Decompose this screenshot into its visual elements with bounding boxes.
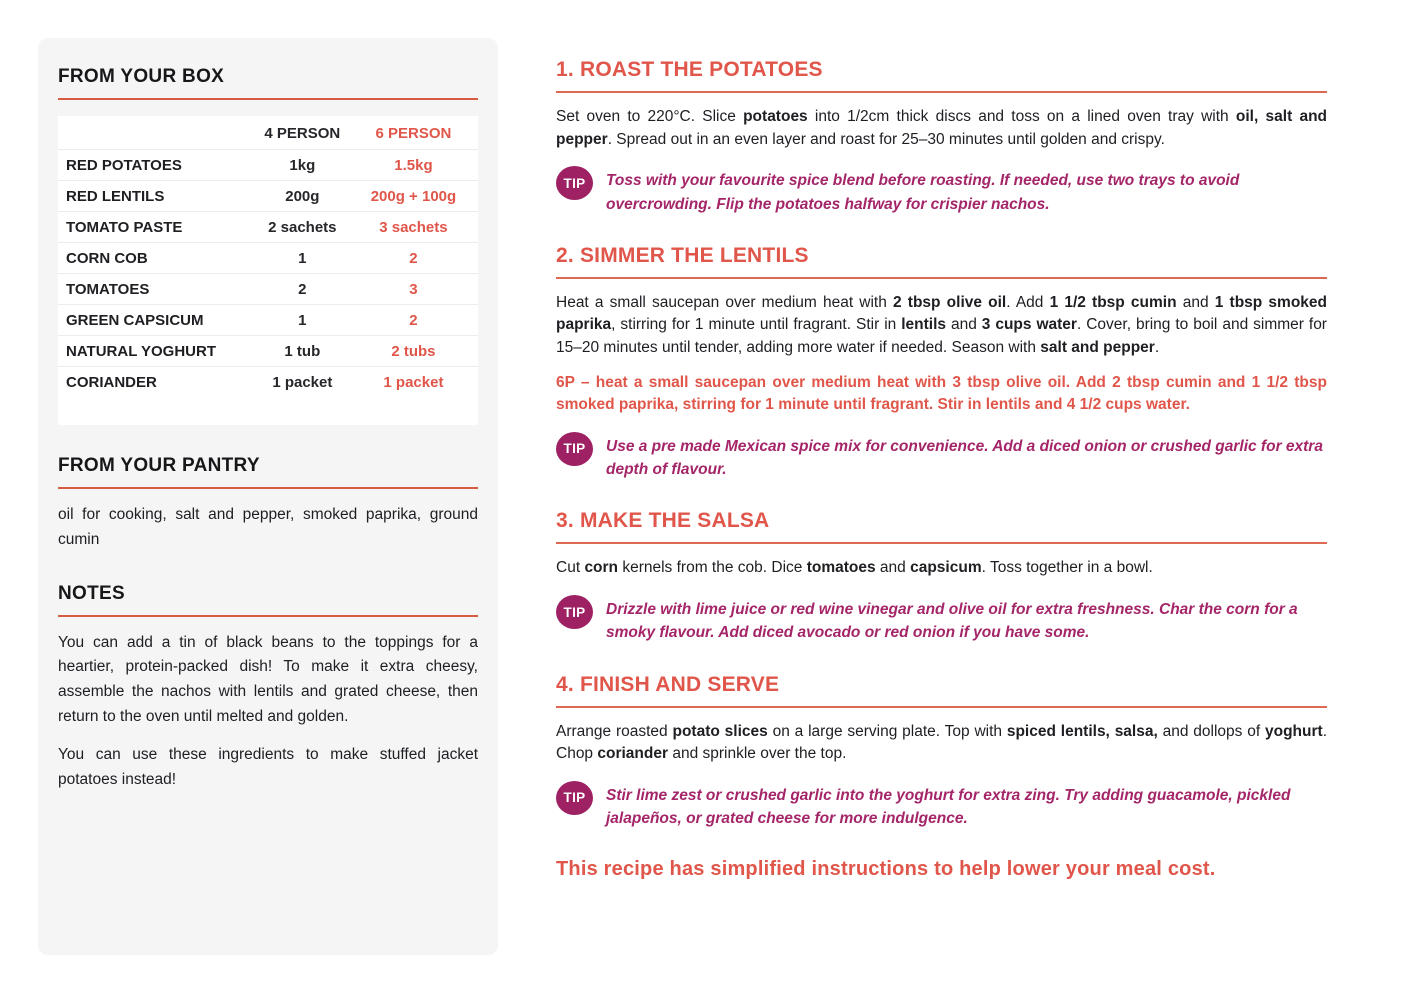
tip-badge: TIP bbox=[556, 595, 593, 629]
step-4-body: Arrange roasted potato slices on a large… bbox=[556, 722, 1327, 763]
table-row: CORN COB 1 2 bbox=[58, 242, 478, 273]
qty-6-person: 2 bbox=[409, 249, 418, 267]
qty-4-person: 1 bbox=[298, 311, 307, 329]
ingredient-name: CORIANDER bbox=[66, 373, 157, 391]
tip-text: Drizzle with lime juice or red wine vine… bbox=[606, 601, 1298, 642]
tip-badge: TIP bbox=[556, 431, 593, 466]
column-header-4-person: 4 PERSON bbox=[264, 125, 341, 142]
step-1-body: Set oven to 220°C. Slice potatoes into 1… bbox=[556, 108, 1328, 148]
ingredient-name: RED POTATOES bbox=[66, 156, 182, 174]
qty-6-person: 1 packet bbox=[383, 373, 444, 391]
step-3-tip: TIP Drizzle with lime juice or red wine … bbox=[556, 595, 1327, 645]
qty-4-person: 2 bbox=[298, 280, 307, 298]
table-row: TOMATOES 2 3 bbox=[58, 273, 478, 304]
step-4-section: 4. FINISH AND SERVE Arrange roasted pota… bbox=[556, 673, 1327, 831]
divider bbox=[556, 276, 1327, 279]
step-1-title: 1. ROAST THE POTATOES bbox=[556, 58, 823, 81]
divider bbox=[58, 614, 478, 617]
table-row: TOMATO PASTE 2 sachets 3 sachets bbox=[58, 211, 478, 242]
step-3-title: 3. MAKE THE SALSA bbox=[556, 509, 770, 533]
tip-text: Stir lime zest or crushed garlic into th… bbox=[606, 786, 1291, 827]
qty-6-person: 2 tubs bbox=[391, 342, 436, 360]
divider bbox=[556, 542, 1327, 545]
ingredient-name: RED LENTILS bbox=[66, 187, 165, 205]
qty-6-person: 1.5kg bbox=[394, 156, 433, 174]
table-row: RED POTATOES 1kg 1.5kg bbox=[58, 149, 478, 180]
step-1-section: 1. ROAST THE POTATOES Set oven to 220°C.… bbox=[556, 58, 1327, 216]
step-2-tip: TIP Use a pre made Mexican spice mix for… bbox=[556, 431, 1327, 482]
step-4-tip: TIP Stir lime zest or crushed garlic int… bbox=[556, 780, 1327, 831]
step-2-section: 2. SIMMER THE LENTILS Heat a small sauce… bbox=[556, 244, 1327, 482]
notes-paragraph: You can use these ingredients to make st… bbox=[58, 745, 478, 788]
pantry-text: oil for cooking, salt and pepper, smoked… bbox=[58, 506, 478, 548]
notes-section: NOTES You can add a tin of black beans t… bbox=[58, 583, 478, 793]
tip-text: Toss with your favourite spice blend bef… bbox=[606, 172, 1240, 213]
ingredients-table: 4 PERSON 6 PERSON RED POTATOES 1kg 1.5kg… bbox=[58, 116, 478, 425]
pantry-section-title: FROM YOUR PANTRY bbox=[58, 455, 260, 476]
tip-text: Use a pre made Mexican spice mix for con… bbox=[606, 437, 1323, 479]
notes-section-title: NOTES bbox=[58, 582, 125, 604]
table-row: NATURAL YOGHURT 1 tub 2 tubs bbox=[58, 335, 478, 366]
step-2-six-person-variant: 6P – heat a small saucepan over medium h… bbox=[556, 373, 1327, 414]
tip-badge: TIP bbox=[556, 166, 593, 201]
step-2-title: 2. SIMMER THE LENTILS bbox=[556, 243, 809, 267]
notes-paragraph: You can add a tin of black beans to the … bbox=[58, 633, 478, 725]
simplified-recipe-note: This recipe has simplified instructions … bbox=[556, 858, 1216, 881]
qty-4-person: 1 tub bbox=[284, 342, 321, 360]
qty-4-person: 1 packet bbox=[272, 373, 333, 391]
qty-6-person: 3 sachets bbox=[379, 218, 448, 236]
divider bbox=[556, 705, 1327, 708]
step-3-body: Cut corn kernels from the cob. Dice toma… bbox=[556, 559, 1153, 577]
qty-4-person: 1 bbox=[298, 249, 307, 267]
qty-6-person: 3 bbox=[409, 280, 418, 298]
qty-6-person: 200g + 100g bbox=[370, 187, 457, 205]
table-row: RED LENTILS 200g 200g + 100g bbox=[58, 180, 478, 211]
ingredient-name: NATURAL YOGHURT bbox=[66, 342, 216, 360]
tip-badge: TIP bbox=[556, 780, 593, 815]
qty-4-person: 200g bbox=[285, 187, 320, 205]
ingredient-name: TOMATOES bbox=[66, 280, 150, 298]
table-row: CORIANDER 1 packet 1 packet bbox=[58, 366, 478, 397]
ingredient-name: TOMATO PASTE bbox=[66, 218, 183, 236]
step-2-body: Heat a small saucepan over medium heat w… bbox=[556, 293, 1327, 356]
step-4-title: 4. FINISH AND SERVE bbox=[556, 672, 780, 696]
table-row: GREEN CAPSICUM 1 2 bbox=[58, 304, 478, 335]
divider bbox=[556, 91, 1327, 93]
box-section-title: FROM YOUR BOX bbox=[58, 66, 225, 87]
qty-6-person: 2 bbox=[409, 311, 418, 329]
instructions-column: 1. ROAST THE POTATOES Set oven to 220°C.… bbox=[556, 58, 1327, 881]
step-1-tip: TIP Toss with your favourite spice blend… bbox=[556, 166, 1327, 216]
divider bbox=[58, 98, 478, 100]
divider bbox=[58, 487, 478, 489]
ingredient-name: CORN COB bbox=[66, 249, 148, 267]
column-header-6-person: 6 PERSON bbox=[375, 125, 452, 142]
table-header-row: 4 PERSON 6 PERSON bbox=[58, 118, 478, 149]
qty-4-person: 2 sachets bbox=[268, 218, 337, 236]
qty-4-person: 1kg bbox=[289, 156, 316, 174]
pantry-section: FROM YOUR PANTRY oil for cooking, salt a… bbox=[58, 455, 478, 553]
ingredients-sidebar: FROM YOUR BOX 4 PERSON 6 PERSON RED POTA… bbox=[38, 38, 498, 955]
ingredient-name: GREEN CAPSICUM bbox=[66, 311, 204, 329]
step-3-section: 3. MAKE THE SALSA Cut corn kernels from … bbox=[556, 509, 1327, 644]
